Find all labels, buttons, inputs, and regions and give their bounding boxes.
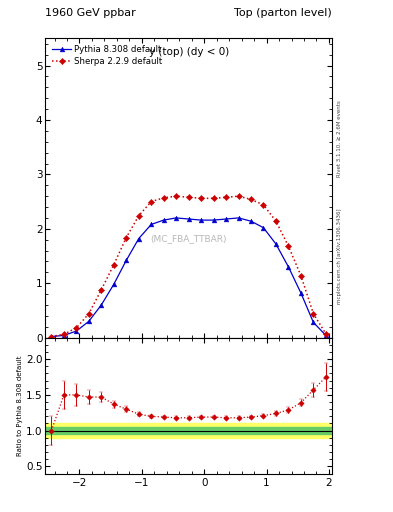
Sherpa 2.2.9 default: [62, 331, 66, 337]
Pythia 8.308 default: [49, 333, 54, 339]
Sherpa 2.2.9 default: [299, 272, 303, 279]
Sherpa 2.2.9 default: [49, 333, 54, 339]
Pythia 8.308 default: [124, 257, 129, 263]
Pythia 8.308 default: [261, 225, 266, 231]
Pythia 8.308 default: [249, 218, 253, 224]
Sherpa 2.2.9 default: [236, 193, 241, 199]
Sherpa 2.2.9 default: [174, 193, 178, 199]
Y-axis label: Ratio to Pythia 8.308 default: Ratio to Pythia 8.308 default: [17, 355, 23, 456]
Pythia 8.308 default: [224, 216, 228, 222]
Pythia 8.308 default: [86, 318, 91, 325]
Pythia 8.308 default: [99, 302, 104, 308]
Pythia 8.308 default: [199, 217, 204, 223]
Line: Sherpa 2.2.9 default: Sherpa 2.2.9 default: [49, 194, 328, 339]
Sherpa 2.2.9 default: [99, 287, 104, 293]
Sherpa 2.2.9 default: [211, 195, 216, 201]
Sherpa 2.2.9 default: [74, 325, 79, 331]
Text: mcplots.cern.ch [arXiv:1306.3436]: mcplots.cern.ch [arXiv:1306.3436]: [337, 208, 342, 304]
Sherpa 2.2.9 default: [162, 195, 166, 201]
Sherpa 2.2.9 default: [149, 199, 154, 205]
Pythia 8.308 default: [211, 217, 216, 223]
Pythia 8.308 default: [323, 332, 328, 338]
Sherpa 2.2.9 default: [86, 311, 91, 317]
Sherpa 2.2.9 default: [186, 194, 191, 200]
Sherpa 2.2.9 default: [261, 202, 266, 208]
Text: 1960 GeV ppbar: 1960 GeV ppbar: [45, 8, 136, 18]
Pythia 8.308 default: [74, 328, 79, 334]
Sherpa 2.2.9 default: [323, 331, 328, 337]
Sherpa 2.2.9 default: [136, 212, 141, 219]
Sherpa 2.2.9 default: [224, 194, 228, 200]
Line: Pythia 8.308 default: Pythia 8.308 default: [49, 216, 328, 339]
Sherpa 2.2.9 default: [311, 311, 316, 317]
Sherpa 2.2.9 default: [286, 243, 291, 249]
Text: Top (parton level): Top (parton level): [234, 8, 332, 18]
Sherpa 2.2.9 default: [124, 234, 129, 241]
Sherpa 2.2.9 default: [249, 196, 253, 202]
Pythia 8.308 default: [186, 216, 191, 222]
Text: (MC_FBA_TTBAR): (MC_FBA_TTBAR): [151, 234, 227, 243]
Text: y (top) (dy < 0): y (top) (dy < 0): [149, 48, 229, 57]
Pythia 8.308 default: [236, 215, 241, 221]
Sherpa 2.2.9 default: [112, 262, 116, 268]
Text: Rivet 3.1.10, ≥ 2.6M events: Rivet 3.1.10, ≥ 2.6M events: [337, 100, 342, 177]
Legend: Pythia 8.308 default, Sherpa 2.2.9 default: Pythia 8.308 default, Sherpa 2.2.9 defau…: [50, 42, 165, 69]
Pythia 8.308 default: [299, 290, 303, 296]
Pythia 8.308 default: [286, 264, 291, 270]
Pythia 8.308 default: [62, 332, 66, 338]
Pythia 8.308 default: [112, 281, 116, 287]
Pythia 8.308 default: [136, 236, 141, 242]
Sherpa 2.2.9 default: [274, 218, 278, 224]
Pythia 8.308 default: [311, 319, 316, 326]
Pythia 8.308 default: [274, 241, 278, 247]
Pythia 8.308 default: [149, 221, 154, 227]
Pythia 8.308 default: [174, 215, 178, 221]
Pythia 8.308 default: [162, 217, 166, 223]
Sherpa 2.2.9 default: [199, 195, 204, 201]
